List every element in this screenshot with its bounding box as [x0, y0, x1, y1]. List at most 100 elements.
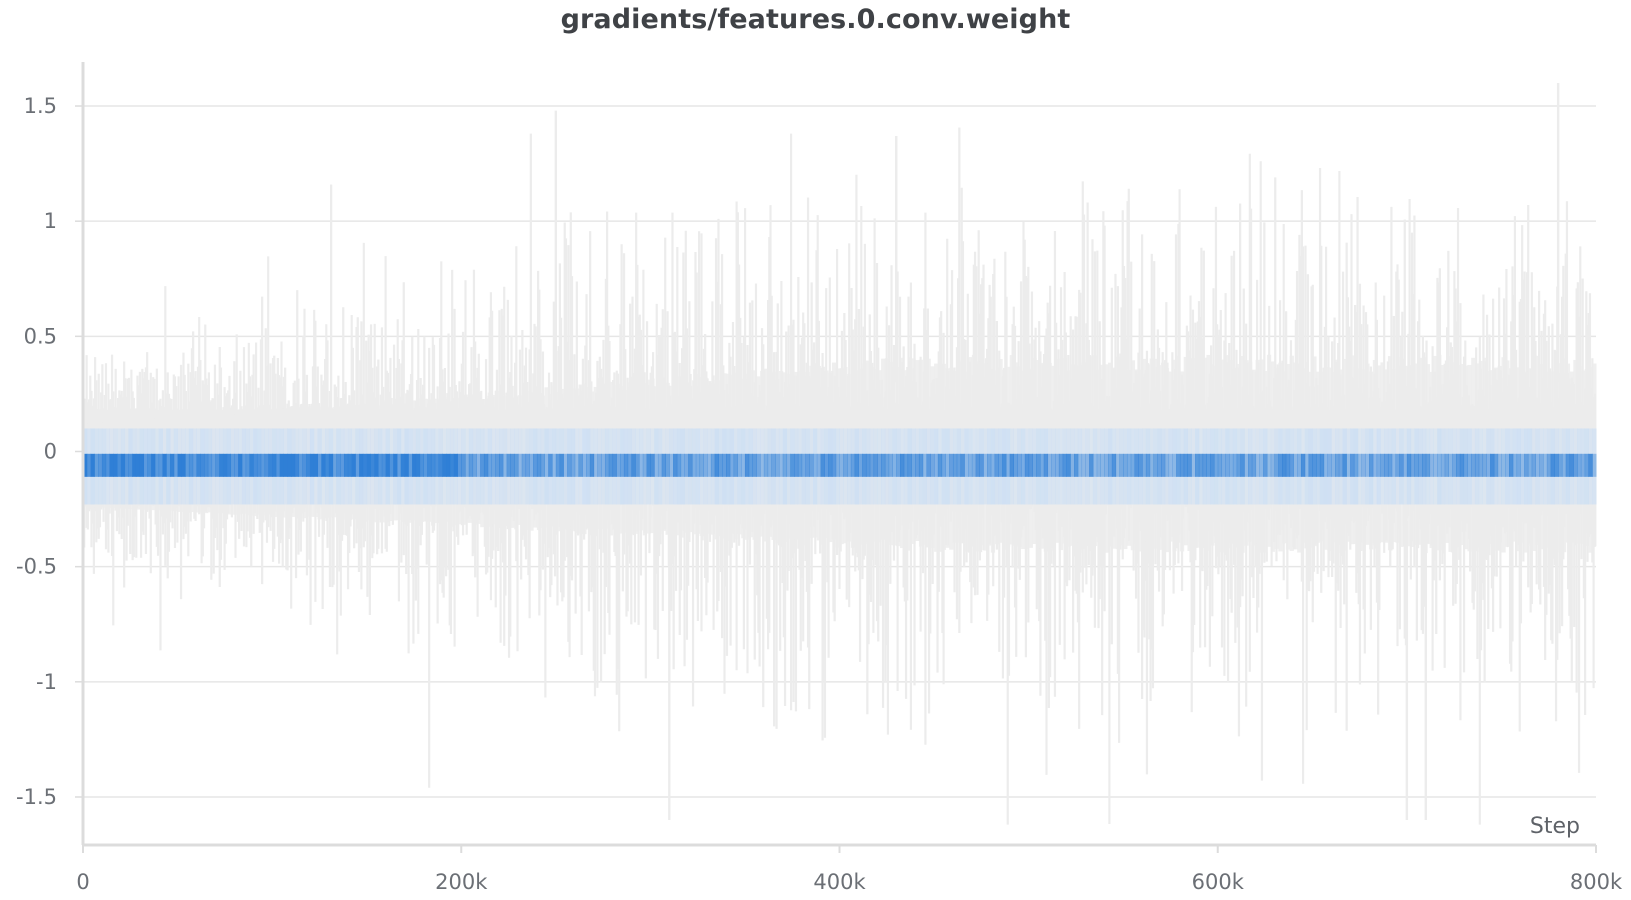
band-core-column: [850, 453, 856, 477]
band-core-column: [438, 453, 443, 477]
band-core-column: [1361, 453, 1366, 477]
band-core-column: [884, 453, 890, 477]
band-core-column: [1123, 453, 1128, 477]
band-core-column: [971, 453, 977, 477]
band-inner-column: [1081, 428, 1086, 505]
band-inner-column: [1543, 428, 1548, 505]
band-core-column: [1206, 453, 1211, 477]
band-core-column: [374, 453, 379, 477]
band-core-column: [1297, 453, 1302, 477]
band-core-column: [1372, 453, 1378, 477]
band-core-column: [1505, 453, 1510, 477]
band-core-column: [714, 453, 719, 477]
band-core-column: [177, 453, 182, 477]
band-core-column: [461, 453, 466, 477]
band-core-column: [1577, 453, 1582, 477]
band-core-column: [960, 453, 965, 477]
band-core-column: [1142, 453, 1147, 477]
band-core-column: [1134, 453, 1139, 477]
band-core-column: [639, 453, 644, 477]
band-core-column: [1456, 453, 1461, 477]
band-inner-column: [502, 428, 508, 505]
band-core-column: [676, 453, 682, 477]
band-inner-column: [574, 428, 580, 505]
band-core-column: [442, 453, 447, 477]
band-core-column: [370, 453, 375, 477]
band-core-column: [1028, 453, 1033, 477]
band-core-column: [1270, 453, 1275, 477]
band-core-column: [854, 453, 859, 477]
band-inner-column: [983, 428, 988, 505]
x-tick-label: 0: [76, 870, 89, 894]
band-core-column: [1369, 453, 1374, 477]
band-core-column: [733, 453, 738, 477]
band-core-column: [831, 453, 837, 477]
band-core-column: [1414, 453, 1419, 477]
band-core-column: [1463, 453, 1468, 477]
y-tick-label: -0.5: [16, 555, 57, 579]
band-core-column: [782, 453, 788, 477]
band-core-column: [786, 453, 791, 477]
band-core-column: [173, 453, 179, 477]
band-core-column: [359, 453, 364, 477]
band-core-column: [1304, 453, 1310, 477]
band-core-column: [574, 453, 580, 477]
band-core-column: [1251, 453, 1257, 477]
y-tick-label: -1.5: [16, 785, 57, 809]
band-inner-column: [1077, 428, 1083, 505]
band-core-column: [185, 453, 190, 477]
band-core-column: [419, 453, 424, 477]
band-inner-column: [1266, 428, 1272, 505]
band-core-column: [657, 453, 663, 477]
band-core-column: [1554, 453, 1559, 477]
band-core-column: [1009, 453, 1014, 477]
band-core-column: [865, 453, 871, 477]
band-core-column: [294, 453, 300, 477]
band-core-column: [1550, 453, 1555, 477]
band-core-column: [1316, 453, 1321, 477]
band-core-column: [472, 453, 477, 477]
band-core-column: [166, 453, 171, 477]
band-core-column: [888, 453, 893, 477]
band-core-column: [393, 453, 398, 477]
band-core-column: [794, 453, 799, 477]
band-core-column: [1565, 453, 1571, 477]
band-core-column: [816, 453, 822, 477]
band-core-column: [408, 453, 413, 477]
band-core-column: [196, 453, 201, 477]
band-inner-column: [1361, 428, 1366, 505]
band-core-column: [502, 453, 508, 477]
band-inner-column: [1092, 428, 1098, 505]
band-core-column: [748, 453, 754, 477]
band-core-column: [1138, 453, 1143, 477]
band-core-column: [1191, 453, 1196, 477]
band-core-column: [1323, 453, 1328, 477]
band-core-column: [298, 453, 303, 477]
band-core-column: [646, 453, 651, 477]
band-inner-column: [945, 428, 950, 505]
band-core-column: [1066, 453, 1071, 477]
band-inner-column: [593, 428, 598, 505]
band-inner-column: [1168, 428, 1173, 505]
band-core-column: [990, 453, 996, 477]
band-core-column: [124, 453, 129, 477]
band-core-column: [801, 453, 806, 477]
band-inner-column: [1293, 428, 1298, 505]
band-inner-column: [1259, 428, 1264, 505]
band-core-column: [1584, 453, 1589, 477]
band-core-column: [468, 453, 474, 477]
band-core-column: [245, 453, 250, 477]
band-core-column: [1490, 453, 1495, 477]
x-tick-label: 200k: [435, 870, 488, 894]
band-core-column: [1335, 453, 1340, 477]
band-core-column: [1195, 453, 1200, 477]
band-core-column: [1497, 453, 1502, 477]
band-inner-column: [1372, 428, 1378, 505]
band-core-column: [703, 453, 708, 477]
band-core-column: [1350, 453, 1355, 477]
band-core-column: [1520, 453, 1525, 477]
band-core-column: [1592, 453, 1597, 477]
band-core-column: [1580, 453, 1586, 477]
band-core-column: [1422, 453, 1427, 477]
band-core-column: [1501, 453, 1506, 477]
